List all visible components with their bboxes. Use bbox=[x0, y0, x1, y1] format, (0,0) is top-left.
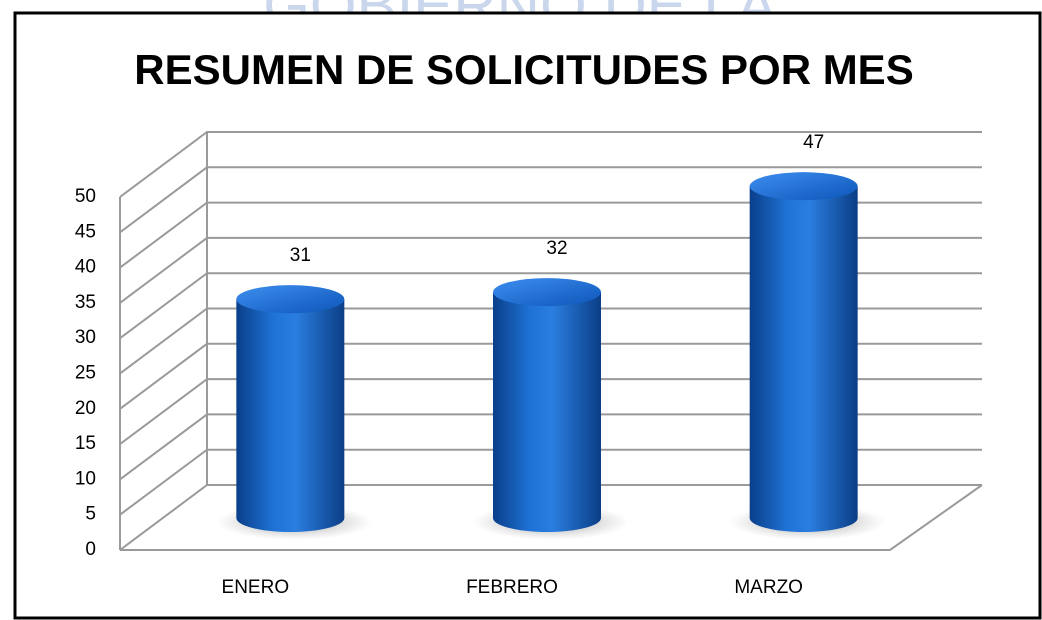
grid-line bbox=[119, 342, 982, 410]
y-tick-label: 0 bbox=[85, 539, 96, 560]
grid-line bbox=[119, 236, 982, 304]
y-tick-label: 10 bbox=[75, 468, 96, 489]
y-tick-label: 45 bbox=[75, 221, 96, 242]
grid-line bbox=[119, 448, 982, 516]
grid-line bbox=[119, 131, 982, 198]
grid-line bbox=[119, 378, 982, 445]
x-tick-label: ENERO bbox=[222, 577, 290, 598]
bar-top bbox=[749, 172, 858, 201]
y-tick-label: 40 bbox=[75, 257, 96, 278]
y-tick-label: 25 bbox=[75, 363, 96, 384]
y-tick-label: 35 bbox=[75, 292, 96, 313]
bar bbox=[493, 292, 601, 532]
bar-top bbox=[493, 278, 601, 307]
grid-line bbox=[119, 201, 982, 269]
grid-line bbox=[119, 413, 982, 481]
grid-line bbox=[119, 272, 982, 340]
floor bbox=[120, 484, 983, 551]
bar-top bbox=[236, 285, 345, 314]
grid-line bbox=[119, 484, 982, 551]
chart-title: RESUMEN DE SOLICITUDES POR MES bbox=[134, 46, 913, 93]
y-tick-label: 5 bbox=[85, 504, 96, 525]
watermark: GOBIERNO DE LA bbox=[263, 0, 776, 39]
grid-line bbox=[119, 166, 982, 234]
data-label: 31 bbox=[290, 245, 311, 266]
data-label: 47 bbox=[803, 132, 824, 153]
y-tick-label: 15 bbox=[75, 433, 96, 454]
data-label: 32 bbox=[546, 238, 567, 259]
y-tick-label: 30 bbox=[75, 327, 96, 348]
x-tick-label: MARZO bbox=[734, 577, 803, 598]
grid-line bbox=[119, 307, 982, 375]
x-tick-label: FEBRERO bbox=[466, 577, 558, 598]
bar bbox=[749, 186, 858, 532]
y-tick-label: 20 bbox=[75, 398, 96, 419]
y-tick-label: 50 bbox=[75, 186, 96, 207]
bar bbox=[236, 299, 345, 532]
